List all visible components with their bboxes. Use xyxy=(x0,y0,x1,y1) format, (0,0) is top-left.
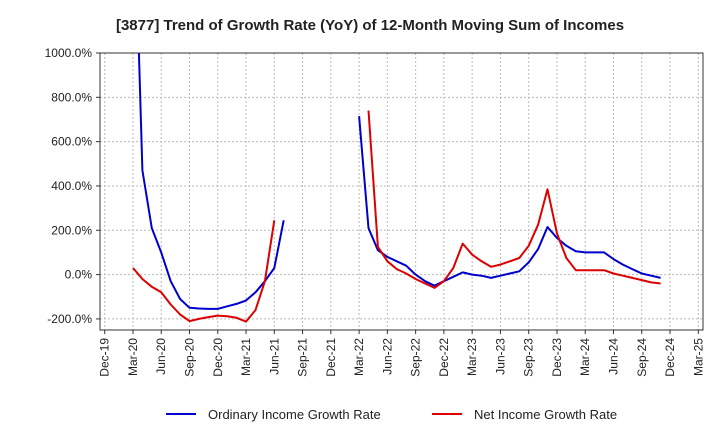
y-tick-label: 1000.0% xyxy=(45,46,93,60)
y-tick-label: 200.0% xyxy=(51,223,92,237)
x-tick-label: Jun-21 xyxy=(267,338,281,375)
x-tick-label: Sep-23 xyxy=(522,338,536,377)
legend-item: Ordinary Income Growth Rate xyxy=(166,407,381,422)
series-line-ordinary-income xyxy=(137,53,661,310)
y-tick-label: 800.0% xyxy=(51,90,92,104)
x-tick-label: Sep-20 xyxy=(183,338,197,377)
x-tick-label: Sep-21 xyxy=(296,338,310,377)
x-tick-label: Dec-23 xyxy=(550,338,564,377)
x-tick-label: Jun-24 xyxy=(606,338,620,375)
x-tick-label: Mar-25 xyxy=(691,338,705,376)
x-tick-label: Dec-22 xyxy=(437,338,451,377)
x-tick-label: Dec-20 xyxy=(211,338,225,377)
legend-label: Net Income Growth Rate xyxy=(474,407,617,422)
x-tick-label: Mar-22 xyxy=(352,338,366,376)
x-tick-label: Sep-24 xyxy=(635,338,649,377)
y-tick-label: 0.0% xyxy=(65,268,93,282)
grid-lines xyxy=(100,52,703,330)
x-tick-label: Dec-24 xyxy=(663,338,677,377)
x-tick-label: Sep-22 xyxy=(409,338,423,377)
legend-item: Net Income Growth Rate xyxy=(432,407,617,422)
y-tick-label: 400.0% xyxy=(51,179,92,193)
plot-area xyxy=(99,52,704,331)
x-tick-label: Dec-21 xyxy=(324,338,338,377)
series-line-net-income xyxy=(132,110,661,323)
x-tick-label: Jun-20 xyxy=(154,338,168,375)
legend: Ordinary Income Growth Rate Net Income Gr… xyxy=(166,407,617,422)
series-lines xyxy=(132,53,661,323)
legend-label: Ordinary Income Growth Rate xyxy=(208,407,381,422)
x-tick-label: Jun-23 xyxy=(493,338,507,375)
x-tick-label: Mar-24 xyxy=(578,338,592,376)
chart-title: [3877] Trend of Growth Rate (YoY) of 12-… xyxy=(116,17,624,34)
x-tick-label: Mar-21 xyxy=(239,338,253,376)
y-tick-label: -200.0% xyxy=(47,312,92,326)
x-tick-label: Jun-22 xyxy=(380,338,394,375)
x-tick-label: Mar-20 xyxy=(126,338,140,376)
y-tick-label: 600.0% xyxy=(51,135,92,149)
y-axis: 1000.0% 800.0% 600.0% 400.0% 200.0% 0.0% -200.… xyxy=(45,46,100,326)
x-tick-label: Mar-23 xyxy=(465,338,479,376)
x-tick-label: Dec-19 xyxy=(98,338,112,377)
x-axis: Dec-19 Mar-20 Jun-20 Sep-20 Dec-20 Mar-21 Jun-… xyxy=(98,330,705,377)
